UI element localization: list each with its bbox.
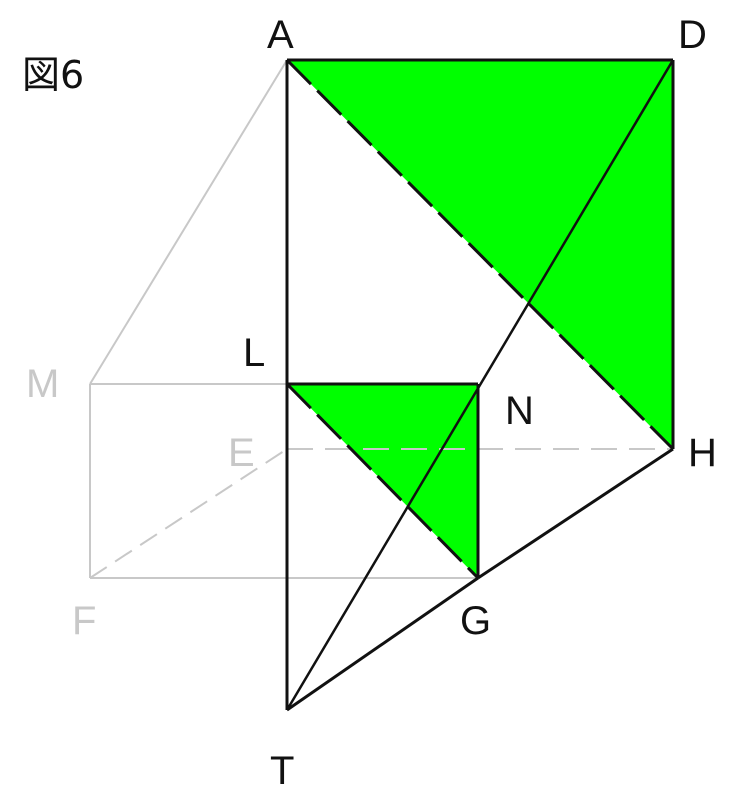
label-N: N bbox=[505, 389, 534, 433]
label-D: D bbox=[678, 13, 707, 57]
label-H: H bbox=[688, 431, 717, 475]
edge-F-E-dashed bbox=[89, 448, 288, 579]
label-F: F bbox=[72, 599, 96, 643]
front-edges bbox=[285, 58, 675, 712]
label-A: A bbox=[267, 13, 294, 57]
label-G: G bbox=[460, 599, 491, 643]
diagonal-A-H bbox=[285, 58, 675, 451]
label-M: M bbox=[26, 362, 59, 406]
dashed-diagonals bbox=[285, 58, 675, 580]
figure-title: 図6 bbox=[22, 53, 84, 97]
edge-H-G bbox=[477, 447, 674, 580]
label-T: T bbox=[270, 749, 294, 793]
back-edges bbox=[89, 59, 673, 579]
edge-A-M bbox=[89, 59, 288, 385]
edge-G-T bbox=[286, 576, 479, 712]
diagonal-L-G bbox=[285, 382, 480, 580]
line-T-D bbox=[285, 59, 675, 711]
label-E: E bbox=[228, 431, 255, 475]
label-L: L bbox=[243, 331, 265, 375]
